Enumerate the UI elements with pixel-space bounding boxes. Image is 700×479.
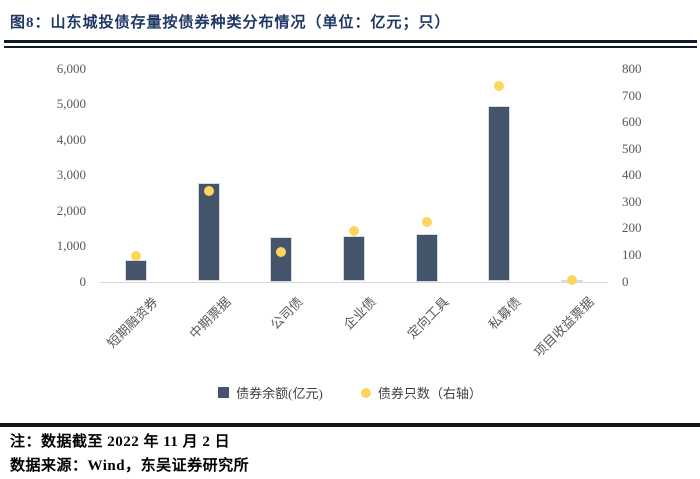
scatter-point (203, 186, 214, 197)
bar (270, 236, 293, 282)
figure-title: 图8：山东城投债存量按债券种类分布情况（单位：亿元；只） (10, 15, 451, 31)
x-axis-label: 企业债 (340, 293, 379, 332)
x-axis-label: 私募债 (485, 293, 524, 332)
x-axis-label: 定向工具 (403, 293, 452, 342)
scatter-point (421, 216, 432, 227)
scatter-point (349, 226, 359, 237)
scatter-point (494, 81, 505, 92)
y-axis-tick-left: 2,000 (56, 202, 86, 218)
y-axis-tick-right: 0 (622, 273, 629, 289)
y-axis-tick-right: 500 (622, 140, 642, 156)
bar (125, 259, 148, 282)
note-data-source: 数据来源：Wind，东吴证券研究所 (10, 458, 250, 474)
x-axis-line (100, 281, 608, 283)
y-axis-tick-right: 300 (622, 193, 642, 209)
legend-label: 债券余额(亿元) (236, 386, 323, 401)
y-axis-tick-left: 6,000 (56, 61, 86, 76)
title-divider (4, 40, 697, 48)
dual-axis-bar-chart: 0 1,000 2,000 3,000 4,000 5,000 6,000 0 100 200 30… (56, 61, 642, 360)
legend-item-bond-count: 债券只数（右轴） (360, 383, 482, 402)
x-axis-label: 项目收益票据 (530, 293, 597, 360)
scatter-point (131, 251, 142, 262)
y-axis-tick-left: 1,000 (56, 238, 86, 254)
legend-label: 债券只数（右轴） (377, 386, 482, 401)
bar-series-marker-icon (218, 387, 230, 398)
x-axis-label: 中期票据 (186, 293, 234, 342)
bar (415, 233, 438, 282)
y-axis-tick-left: 0 (79, 273, 87, 289)
chart-legend: 债券余额(亿元) 债券只数（右轴） (0, 383, 700, 402)
x-axis-label: 公司债 (267, 293, 307, 332)
y-axis-tick-right: 700 (622, 87, 642, 103)
y-axis-tick-right: 100 (622, 246, 642, 262)
note-data-cutoff: 注：数据截至 2022 年 11 月 2 日 (10, 434, 231, 450)
scatter-point (276, 247, 287, 258)
y-axis-tick-right: 600 (622, 114, 642, 130)
y-axis-tick-left: 4,000 (56, 131, 86, 147)
bar (197, 183, 220, 282)
legend-item-bond-balance: 债券余额(亿元) (218, 383, 323, 402)
scatter-series-marker-icon (360, 387, 371, 398)
scatter-point (566, 275, 577, 286)
bar (488, 105, 511, 282)
y-axis-tick-right: 200 (622, 220, 642, 236)
x-axis-label: 短期融资券 (104, 293, 162, 351)
y-axis-tick-left: 3,000 (56, 167, 86, 183)
y-axis-tick-left: 5,000 (56, 96, 86, 112)
footer-divider (0, 423, 700, 427)
y-axis-tick-right: 400 (622, 167, 642, 183)
y-axis-tick-right: 800 (622, 61, 642, 76)
bar (343, 236, 365, 282)
